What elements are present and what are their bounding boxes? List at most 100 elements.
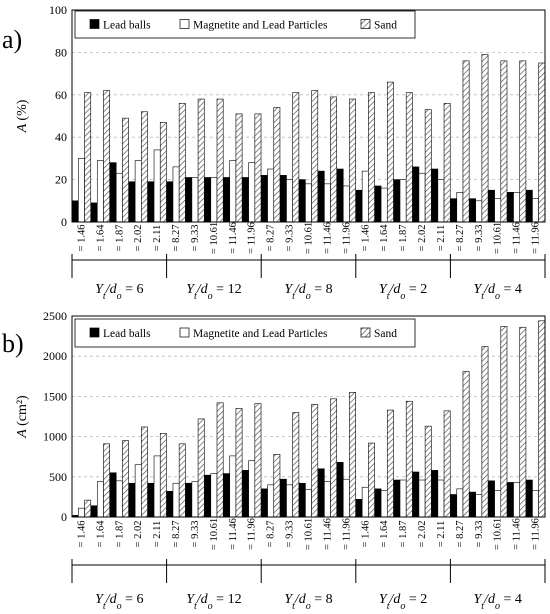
bar-magnetite-and-lead-particles — [134, 160, 142, 223]
chart-panel-a: 0 20 40 60 80 100 = 1.46 = 1.64 = 1.87 = 2.02 = 2.… — [2, 3, 546, 302]
bar-magnetite-and-lead-particles — [456, 192, 464, 223]
bar-magnetite-and-lead-particles — [78, 507, 85, 518]
bar-sand — [443, 102, 451, 223]
bar-sand — [481, 54, 489, 223]
y-tick-label: 2000 — [43, 349, 67, 363]
y-tick-label: 2500 — [43, 309, 67, 323]
bar-magnetite-and-lead-particles — [286, 484, 293, 518]
bar-magnetite-and-lead-particles — [456, 488, 464, 518]
bar-lead-balls — [242, 177, 249, 223]
bar-sand — [349, 98, 356, 223]
bar-lead-balls — [507, 192, 514, 223]
x-tick-label: = 8.27 — [171, 225, 182, 252]
bar-lead-balls — [393, 479, 401, 518]
bar-sand — [330, 96, 338, 223]
bar-sand — [443, 410, 451, 518]
bar-sand — [386, 81, 394, 223]
y-tick-label: 0 — [61, 510, 67, 524]
bar-lead-balls — [298, 179, 306, 223]
bar-magnetite-and-lead-particles — [305, 489, 312, 518]
x-tick-label: = 2.02 — [417, 521, 428, 548]
x-tick-label: = 10.61 — [304, 518, 315, 550]
bar-magnetite-and-lead-particles — [380, 490, 388, 518]
group-label: Yt/do = 12 — [186, 282, 241, 302]
legend-box — [74, 318, 416, 348]
bar-magnetite-and-lead-particles — [532, 198, 539, 223]
bar-sand — [84, 92, 92, 223]
bar-magnetite-and-lead-particles — [229, 455, 237, 518]
bar-sand — [368, 92, 375, 223]
bar-lead-balls — [450, 494, 458, 518]
x-tick-label: = 8.27 — [171, 521, 182, 548]
bar-magnetite-and-lead-particles — [494, 490, 502, 518]
bar-lead-balls — [431, 168, 439, 223]
plot-frame — [71, 9, 546, 223]
bar-sand — [103, 90, 110, 223]
bar-lead-balls — [393, 179, 401, 223]
bar-magnetite-and-lead-particles — [437, 179, 445, 223]
bar-lead-balls — [261, 175, 268, 223]
bar-lead-balls — [223, 473, 231, 518]
bar-lead-balls — [374, 488, 382, 518]
x-tick-label: = 1.46 — [76, 521, 87, 548]
bar-lead-balls — [336, 168, 344, 223]
bar-magnetite-and-lead-particles — [475, 200, 483, 223]
bar-magnetite-and-lead-particles — [248, 460, 256, 518]
bar-sand — [216, 402, 224, 518]
bar-magnetite-and-lead-particles — [78, 158, 85, 223]
bar-sand — [103, 443, 110, 518]
legend-label: Magnetite and Lead Particles — [193, 20, 328, 32]
x-tick-label: = 2.02 — [417, 225, 428, 252]
bar-sand — [481, 346, 489, 518]
bar-lead-balls — [204, 177, 212, 223]
x-tick-label: = 8.27 — [455, 521, 466, 548]
chart-panel-b: 0 500 1000 1500 2000 2500 = 1.46 = 1.64 = 1.87 = … — [2, 309, 546, 612]
x-tick-label: = 11.96 — [531, 222, 542, 254]
x-tick-label: = 2.11 — [152, 225, 163, 252]
bar-magnetite-and-lead-particles — [172, 482, 180, 518]
bar-magnetite-and-lead-particles — [513, 482, 521, 518]
bar-lead-balls — [469, 198, 476, 223]
x-tick-label: = 9.33 — [474, 225, 485, 252]
bar-sand — [424, 109, 432, 223]
bar-magnetite-and-lead-particles — [513, 192, 521, 223]
bar-sand — [538, 62, 546, 223]
bar-lead-balls — [223, 177, 231, 223]
x-tick-label: = 2.11 — [436, 225, 447, 252]
x-tick-label: = 1.64 — [379, 224, 390, 252]
bar-magnetite-and-lead-particles — [361, 486, 369, 518]
bar-lead-balls — [317, 170, 325, 223]
bar-lead-balls — [488, 189, 495, 223]
x-tick-label: = 11.96 — [247, 518, 258, 550]
bar-sand — [159, 433, 167, 518]
bar-magnetite-and-lead-particles — [115, 480, 123, 518]
bar-sand — [273, 453, 281, 518]
bar-sand — [197, 418, 205, 518]
bar-lead-balls — [185, 482, 193, 518]
bar-sand — [462, 60, 470, 223]
bar-magnetite-and-lead-particles — [399, 179, 407, 223]
bar-magnetite-and-lead-particles — [153, 149, 161, 223]
bar-sand — [122, 117, 129, 223]
bar-lead-balls — [374, 185, 382, 223]
x-tick-label: = 1.46 — [360, 521, 371, 548]
y-tick-label: 0 — [61, 215, 67, 229]
bar-lead-balls — [204, 474, 212, 518]
bar-sand — [159, 122, 167, 223]
bar-lead-balls — [431, 470, 439, 518]
bar-magnetite-and-lead-particles — [342, 478, 350, 518]
bar-magnetite-and-lead-particles — [305, 183, 312, 223]
bar-lead-balls — [355, 189, 363, 223]
bar-sand — [122, 440, 129, 518]
bar-magnetite-and-lead-particles — [324, 481, 331, 518]
bar-magnetite-and-lead-particles — [172, 166, 180, 223]
bar-lead-balls — [242, 470, 249, 518]
legend-swatch — [89, 327, 100, 338]
plot-frame — [71, 315, 546, 518]
legend-swatch — [179, 19, 190, 29]
bar-magnetite-and-lead-particles — [418, 479, 426, 518]
bar-lead-balls — [166, 490, 174, 518]
bar-sand — [254, 113, 262, 223]
bar-magnetite-and-lead-particles — [475, 494, 483, 518]
